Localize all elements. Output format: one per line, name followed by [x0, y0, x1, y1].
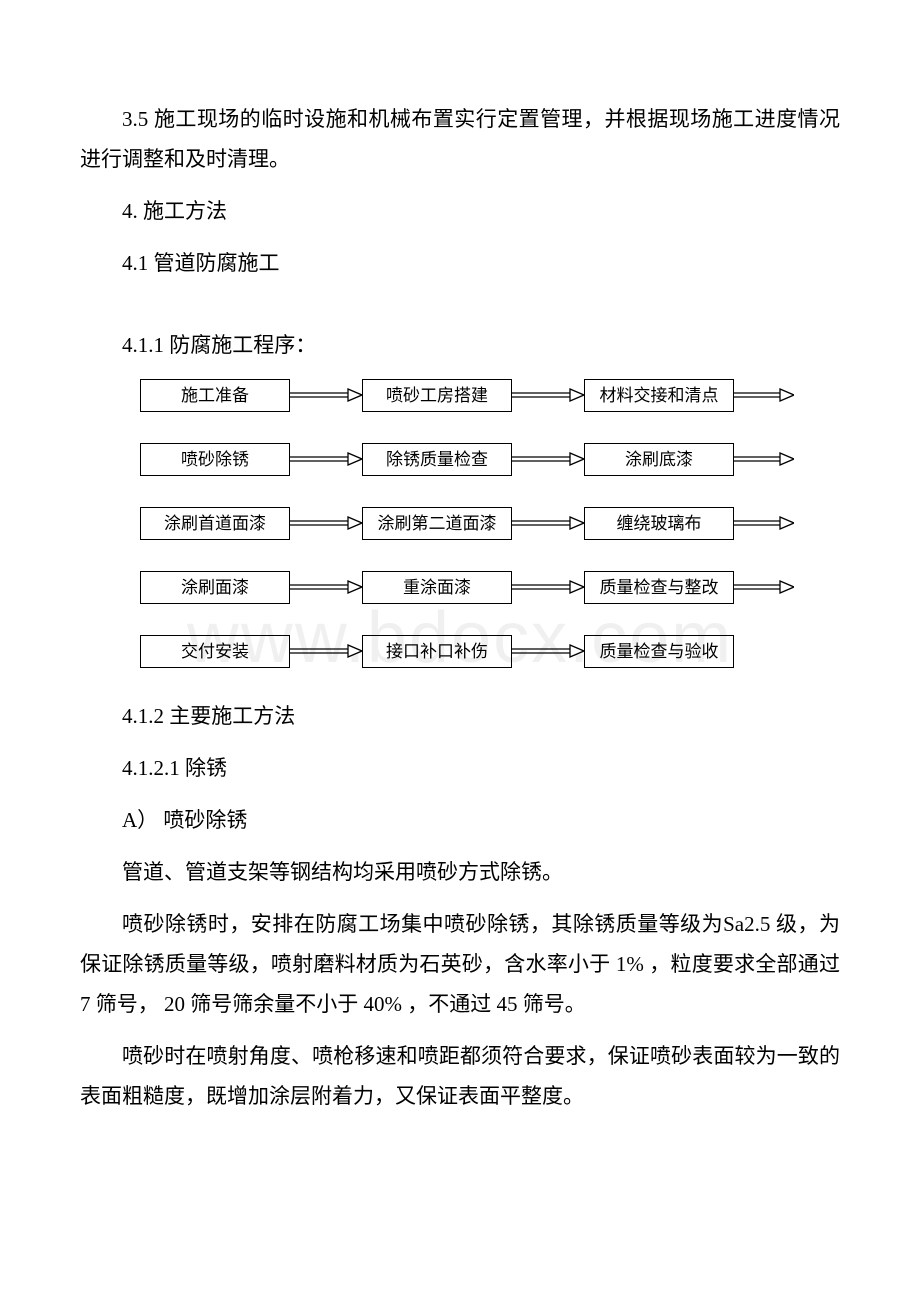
flow-arrow-icon: [512, 580, 584, 594]
flow-box: 涂刷第二道面漆: [362, 507, 512, 541]
flow-box: 接口补口补伤: [362, 635, 512, 669]
flow-box: 涂刷底漆: [584, 443, 734, 477]
flow-box: 喷砂工房搭建: [362, 379, 512, 413]
spacer: [80, 296, 840, 326]
para-4-1-2: 4.1.2 主要施工方法: [80, 697, 840, 737]
flow-box: 涂刷面漆: [140, 571, 290, 605]
flow-box: 重涂面漆: [362, 571, 512, 605]
flow-row: 交付安装 接口补口补伤 质量检查与验收: [140, 633, 840, 669]
flow-box: 涂刷首道面漆: [140, 507, 290, 541]
flow-box: 施工准备: [140, 379, 290, 413]
flow-arrow-icon: [734, 388, 794, 402]
para-4-1-2-1: 4.1.2.1 除锈: [80, 749, 840, 789]
flow-box: 除锈质量检查: [362, 443, 512, 477]
flow-arrow-icon: [290, 388, 362, 402]
flow-row: 施工准备 喷砂工房搭建 材料交接和清点: [140, 377, 840, 413]
flow-arrow-icon: [512, 452, 584, 466]
flow-arrow-icon: [734, 452, 794, 466]
flow-arrow-icon: [290, 580, 362, 594]
flow-box: 缠绕玻璃布: [584, 507, 734, 541]
para-A1: 管道、管道支架等钢结构均采用喷砂方式除锈。: [80, 853, 840, 893]
flow-arrow-icon: [290, 644, 362, 658]
flow-row: 涂刷面漆 重涂面漆 质量检查与整改: [140, 569, 840, 605]
flow-arrow-icon: [512, 388, 584, 402]
flow-box: 质量检查与验收: [584, 635, 734, 669]
flow-arrow-icon: [734, 516, 794, 530]
flow-row: 喷砂除锈 除锈质量检查 涂刷底漆: [140, 441, 840, 477]
flow-row: 涂刷首道面漆 涂刷第二道面漆 缠绕玻璃布: [140, 505, 840, 541]
flow-arrow-icon: [290, 452, 362, 466]
flow-box: 材料交接和清点: [584, 379, 734, 413]
flow-arrow-icon: [290, 516, 362, 530]
flow-box: 交付安装: [140, 635, 290, 669]
para-4-1-1: 4.1.1 防腐施工程序：: [80, 326, 840, 366]
flowchart: 施工准备 喷砂工房搭建 材料交接和清点喷砂除锈 除锈质量检查 涂刷底漆涂刷首道面漆 涂刷第…: [140, 377, 840, 669]
flow-box: 喷砂除锈: [140, 443, 290, 477]
flow-arrow-icon: [734, 580, 794, 594]
para-4: 4. 施工方法: [80, 192, 840, 232]
para-3-5: 3.5 施工现场的临时设施和机械布置实行定置管理，并根据现场施工进度情况进行调整…: [80, 100, 840, 180]
para-A3: 喷砂时在喷射角度、喷枪移速和喷距都须符合要求，保证喷砂表面较为一致的表面粗糙度，…: [80, 1037, 840, 1117]
flow-arrow-icon: [512, 516, 584, 530]
para-A2: 喷砂除锈时，安排在防腐工场集中喷砂除锈，其除锈质量等级为Sa2.5 级，为保证除…: [80, 905, 840, 1025]
flow-arrow-icon: [512, 644, 584, 658]
para-A: A） 喷砂除锈: [80, 801, 840, 841]
para-4-1: 4.1 管道防腐施工: [80, 244, 840, 284]
flow-box: 质量检查与整改: [584, 571, 734, 605]
